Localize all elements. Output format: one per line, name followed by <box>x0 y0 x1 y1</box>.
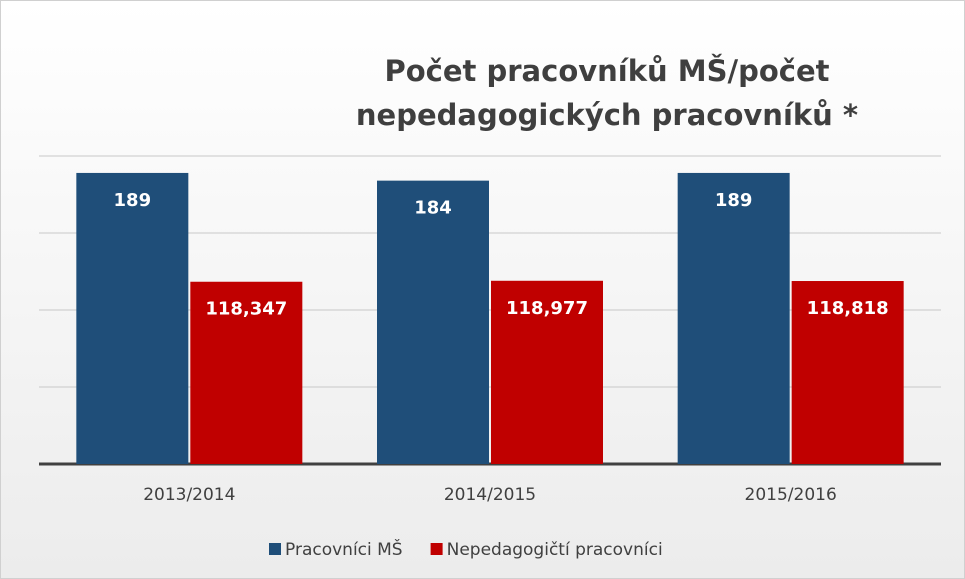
data-label: 118,977 <box>506 298 588 319</box>
data-label: 189 <box>715 190 753 211</box>
bar <box>190 281 303 464</box>
legend-swatch <box>430 543 443 555</box>
data-label: 189 <box>114 190 152 211</box>
legend-label: Pracovníci MŠ <box>285 538 403 560</box>
bar <box>491 280 603 464</box>
legend-label: Nepedagogičtí pracovníci <box>447 540 663 560</box>
legend-swatch <box>269 543 281 555</box>
x-tick-label: 2013/2014 <box>143 485 235 505</box>
data-label: 184 <box>414 198 452 219</box>
data-label: 118,347 <box>205 299 287 320</box>
bar <box>76 172 189 464</box>
data-label: 118,818 <box>807 298 889 319</box>
x-tick-label: 2015/2016 <box>745 485 837 505</box>
bar <box>791 281 904 464</box>
x-tick-label: 2014/2015 <box>444 485 536 505</box>
bar <box>377 180 489 464</box>
chart-title: Počet pracovníků MŠ/počet nepedagogickýc… <box>355 54 859 132</box>
bar <box>677 172 790 464</box>
